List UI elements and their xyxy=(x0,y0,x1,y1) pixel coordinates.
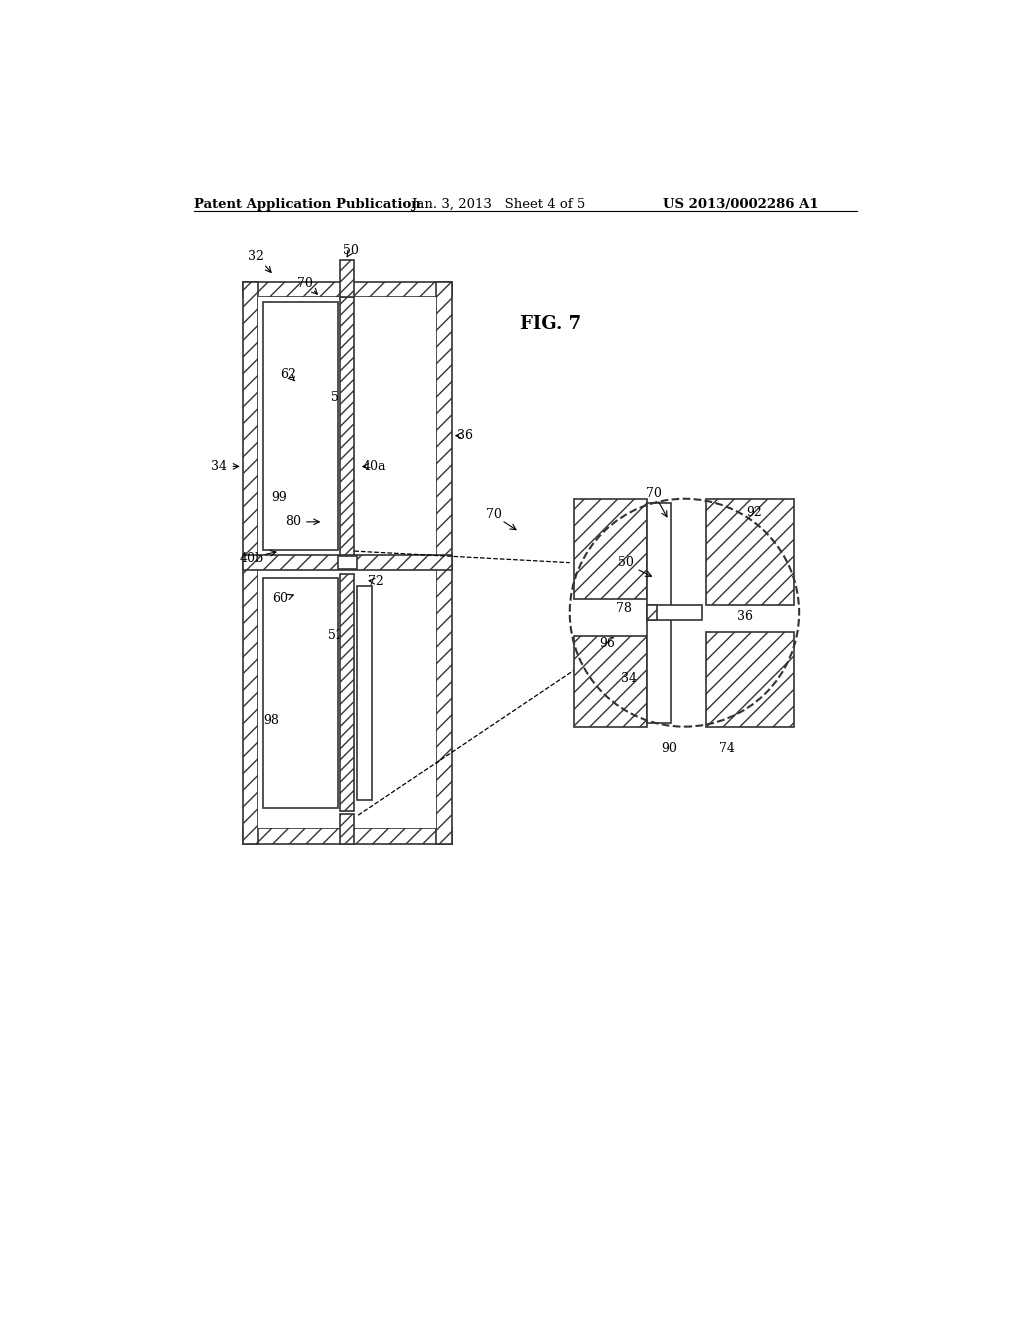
Bar xyxy=(263,578,338,808)
Bar xyxy=(647,605,656,620)
Bar xyxy=(340,814,354,843)
Text: 70: 70 xyxy=(297,277,312,289)
Bar xyxy=(340,297,354,554)
Text: 50: 50 xyxy=(343,244,359,257)
Text: 60: 60 xyxy=(272,593,288,606)
Text: 96: 96 xyxy=(599,638,614,649)
Text: 62: 62 xyxy=(281,367,296,380)
Text: 74: 74 xyxy=(719,742,735,755)
Bar xyxy=(356,586,372,800)
Bar xyxy=(243,554,452,570)
Text: 34: 34 xyxy=(211,459,227,473)
Bar xyxy=(340,260,354,297)
Text: 50: 50 xyxy=(618,556,634,569)
Text: 32: 32 xyxy=(248,249,264,263)
Text: 52: 52 xyxy=(328,630,344,643)
Text: 40a: 40a xyxy=(362,459,386,473)
Text: Jan. 3, 2013   Sheet 4 of 5: Jan. 3, 2013 Sheet 4 of 5 xyxy=(411,198,585,211)
Bar xyxy=(243,829,452,843)
Text: 80: 80 xyxy=(285,515,301,528)
Bar xyxy=(258,297,436,829)
Circle shape xyxy=(569,499,799,726)
Bar xyxy=(647,605,701,620)
Text: US 2013/0002286 A1: US 2013/0002286 A1 xyxy=(663,198,818,211)
Bar xyxy=(707,499,794,605)
Text: 70: 70 xyxy=(485,508,502,520)
Text: 36: 36 xyxy=(737,610,753,623)
Bar xyxy=(340,574,354,812)
Bar xyxy=(243,281,258,843)
Text: 90: 90 xyxy=(662,742,677,755)
Bar xyxy=(573,499,647,599)
Text: 98: 98 xyxy=(263,714,280,727)
Text: 99: 99 xyxy=(271,491,287,504)
Bar xyxy=(243,281,452,297)
Text: 36: 36 xyxy=(457,429,473,442)
Bar xyxy=(263,302,338,550)
Text: 70: 70 xyxy=(645,487,662,500)
Text: FIG. 7: FIG. 7 xyxy=(520,315,581,333)
Text: Patent Application Publication: Patent Application Publication xyxy=(194,198,421,211)
Bar xyxy=(707,632,794,726)
Text: 72: 72 xyxy=(368,576,384,589)
Bar xyxy=(573,636,647,726)
Bar xyxy=(647,503,671,723)
Bar xyxy=(338,557,356,569)
Text: 78: 78 xyxy=(616,602,632,615)
Text: 40b: 40b xyxy=(240,552,264,565)
Text: 92: 92 xyxy=(746,506,762,519)
Text: 34: 34 xyxy=(621,672,637,685)
Text: 54: 54 xyxy=(331,391,347,404)
Bar xyxy=(436,281,452,843)
